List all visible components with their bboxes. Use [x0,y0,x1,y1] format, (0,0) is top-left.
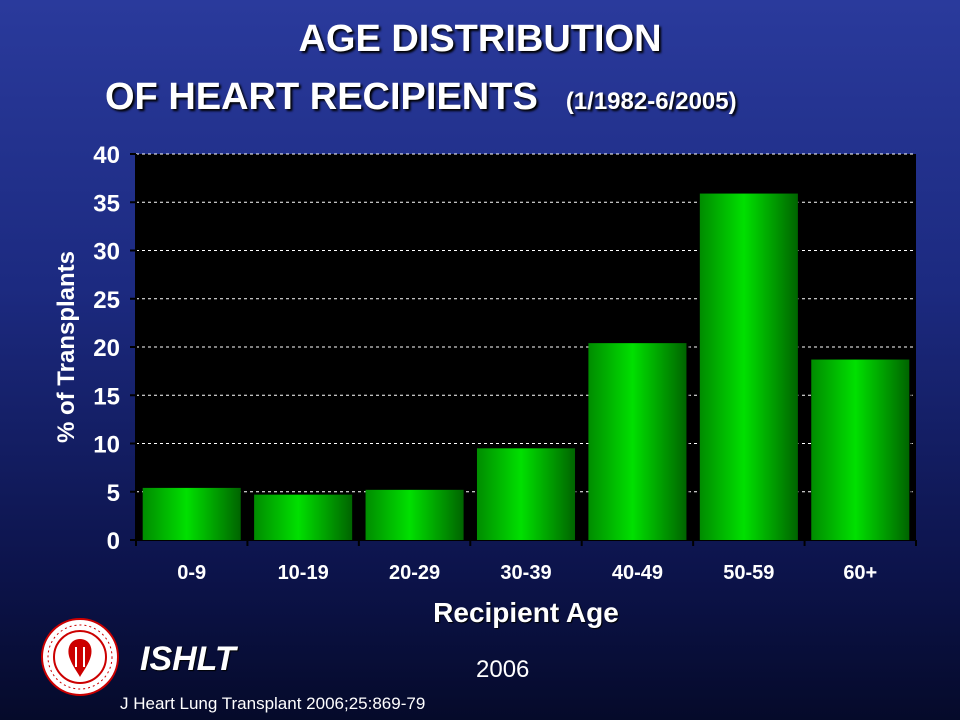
x-axis-label: Recipient Age [433,597,619,628]
bar-0-9 [142,487,241,540]
y-tick-label: 10 [93,432,120,459]
x-tick-label: 50-59 [723,562,774,584]
bar-10-19 [254,494,353,540]
y-tick-label: 20 [93,335,120,362]
x-tick-label: 30-39 [500,562,551,584]
y-tick-label: 0 [107,528,120,555]
ishlt-seal-icon [40,617,120,702]
bar-50-59 [699,193,798,540]
x-tick-label: 60+ [843,562,877,584]
year-label: 2006 [476,656,530,683]
citation-label: J Heart Lung Transplant 2006;25:869-79 [120,694,426,713]
organization-label: ISHLT [140,640,236,678]
y-tick-label: 35 [93,190,120,217]
x-tick-label: 10-19 [278,562,329,584]
chart-title-date-range: (1/1982-6/2005) [565,88,737,115]
chart-title-line1: AGE DISTRIBUTION [298,18,662,60]
chart-title-main: OF HEART RECIPIENTS [105,76,538,118]
x-tick-label: 40-49 [612,562,663,584]
y-tick-label: 30 [93,239,120,266]
bar-20-29 [365,489,464,540]
y-tick-label: 15 [93,383,120,410]
chart-title-line2: OF HEART RECIPIENTS (1/1982-6/2005) [105,76,737,119]
bar-60+ [811,359,910,540]
y-tick-label: 25 [93,287,120,314]
x-tick-label: 0-9 [177,562,206,584]
x-tick-label: 20-29 [389,562,440,584]
y-axis-label: % of Transplants [53,251,80,443]
y-tick-label: 40 [93,142,120,169]
bar-40-49 [588,343,687,540]
bar-30-39 [476,448,576,540]
y-tick-label: 5 [107,480,120,507]
